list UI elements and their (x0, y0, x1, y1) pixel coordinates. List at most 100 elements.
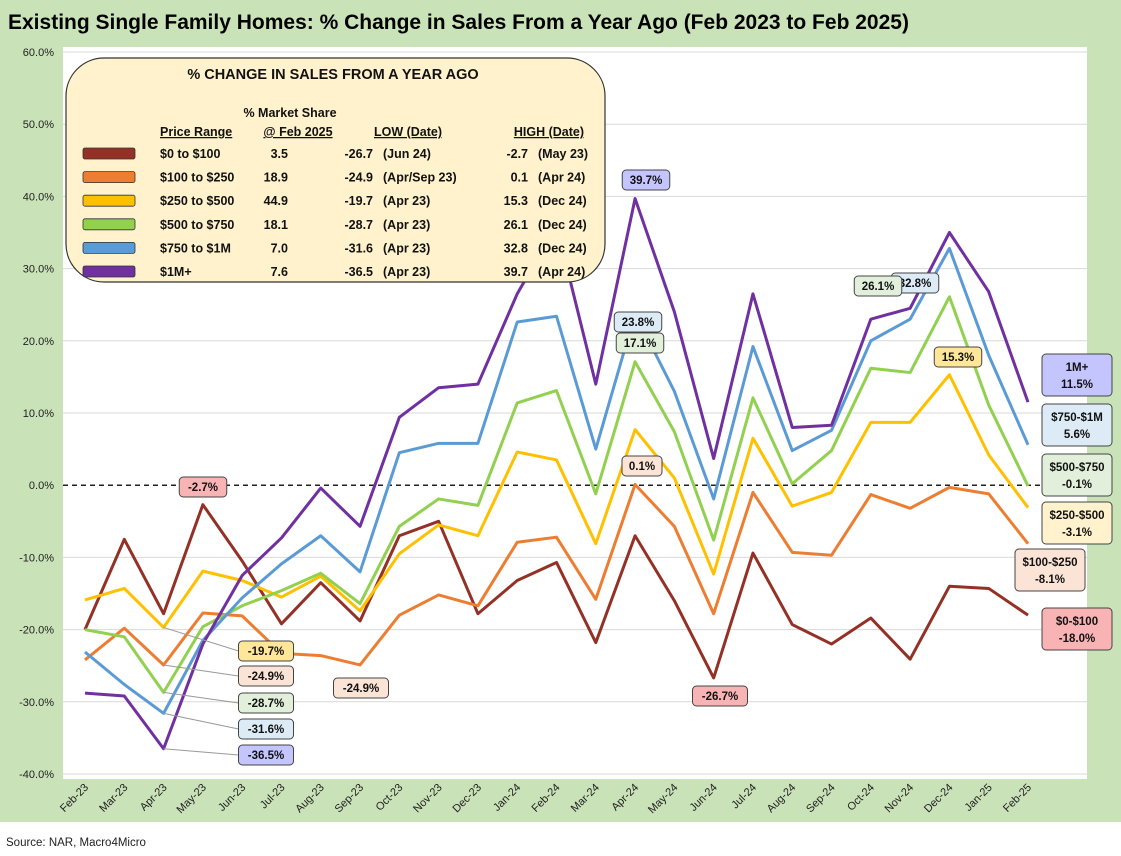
data-label: $500-$750 -0.1% (1041, 453, 1113, 497)
legend-range: $250 to $500 (160, 194, 234, 208)
legend-share: 7.0 (271, 241, 288, 255)
legend-share: 18.1 (264, 218, 288, 232)
series-line-1 (84, 482, 1030, 667)
legend-high: 26.1 (504, 218, 528, 232)
data-label: 1M+ 11.5% (1041, 353, 1113, 397)
data-label-value: 32.8% (899, 278, 932, 290)
chart-title: Existing Single Family Homes: % Change i… (8, 11, 909, 34)
y-tick-label: 10.0% (23, 408, 54, 420)
data-label-name: $0-$100 (1056, 616, 1098, 628)
data-label-box (333, 677, 389, 699)
data-label-value: -36.5% (248, 750, 284, 762)
data-label-value: -26.7% (702, 691, 738, 703)
data-label-box (615, 332, 665, 354)
data-label: 17.1% (615, 332, 665, 354)
y-tick-label: 30.0% (23, 264, 54, 276)
legend-low-date: (Apr/Sep 23) (383, 171, 457, 185)
data-label: -31.6% (163, 712, 294, 740)
data-label-box (933, 346, 983, 368)
data-label-box (613, 311, 663, 333)
data-label-value: 11.5% (1061, 379, 1093, 391)
legend-high: 32.8 (504, 241, 528, 255)
data-label-value: 0.1% (629, 461, 655, 473)
data-label-value: 17.1% (624, 338, 657, 350)
legend-header-share-top: % Market Share (243, 106, 336, 120)
data-label-box (178, 476, 228, 498)
data-label-value: 23.8% (622, 317, 655, 329)
data-label-value: -24.9% (248, 671, 284, 683)
legend-low: -36.5 (345, 265, 374, 279)
leader-line (163, 691, 239, 704)
legend-high: 0.1 (511, 171, 528, 185)
series-line-0 (83, 503, 1029, 680)
data-label-box (1041, 607, 1113, 651)
data-label-value: -0.1% (1062, 479, 1092, 491)
data-label-name: $500-$750 (1050, 462, 1105, 474)
data-label-value: 5.6% (1064, 429, 1090, 441)
data-label: 32.8% (890, 272, 940, 294)
data-label-value: -31.6% (248, 724, 284, 736)
legend-high-date: (Dec 24) (538, 194, 587, 208)
data-label-box (1041, 403, 1113, 447)
data-label-box (238, 718, 294, 740)
legend-header-share: @ Feb 2025 (263, 125, 332, 139)
data-label-box (238, 665, 294, 687)
data-label-value: 26.1% (862, 281, 895, 293)
y-tick-label: 20.0% (23, 336, 54, 348)
legend-share: 3.5 (271, 147, 288, 161)
legend-range: $750 to $1M (160, 241, 231, 255)
legend-low-date: (Apr 23) (383, 241, 430, 255)
legend-low: -31.6 (345, 241, 374, 255)
leader-line (163, 664, 239, 677)
leader-line (163, 712, 239, 730)
data-label-box (621, 169, 671, 191)
data-label-box (853, 275, 903, 297)
legend-box (65, 57, 606, 283)
legend-low: -26.7 (345, 147, 374, 161)
legend-header-range: Price Range (160, 125, 232, 139)
data-label-box (692, 685, 748, 707)
data-label-box (238, 692, 294, 714)
data-label-box (1041, 353, 1113, 397)
legend-high: -2.7 (506, 147, 528, 161)
legend-swatch (82, 194, 136, 207)
legend-high-date: (Apr 24) (538, 171, 585, 185)
data-label: 0.1% (621, 455, 663, 477)
leader-line (163, 748, 239, 756)
data-label: -28.7% (163, 691, 294, 714)
legend-low-date: (Apr 23) (383, 194, 430, 208)
legend-low: -24.9 (345, 171, 374, 185)
legend-range: $500 to $750 (160, 218, 234, 232)
data-label-box (1041, 501, 1113, 545)
legend-high-date: (Apr 24) (538, 265, 585, 279)
legend-range: $1M+ (160, 265, 192, 279)
data-label: -19.7% (163, 626, 294, 662)
data-label: -24.9% (163, 664, 294, 687)
data-label-value: -19.7% (248, 646, 284, 658)
legend-high-date: (Dec 24) (538, 218, 587, 232)
legend-header-high: HIGH (Date) (514, 125, 584, 139)
y-tick-label: 40.0% (23, 191, 54, 203)
y-tick-label: -40.0% (19, 769, 54, 781)
data-label-value: -28.7% (248, 698, 284, 710)
legend-high-date: (May 23) (538, 147, 588, 161)
y-tick-label: 50.0% (23, 119, 54, 131)
legend-low-date: (Apr 23) (383, 265, 430, 279)
legend-swatch (82, 147, 136, 160)
data-label-value: -8.1% (1035, 574, 1065, 586)
data-label-name: $100-$250 (1023, 557, 1078, 569)
data-label-box (621, 455, 663, 477)
legend-share: 44.9 (264, 194, 288, 208)
legend-title: % CHANGE IN SALES FROM A YEAR AGO (187, 67, 478, 83)
leader-line (163, 626, 239, 652)
data-label: -36.5% (163, 744, 294, 766)
data-label: 23.8% (613, 311, 663, 333)
legend-share: 18.9 (264, 171, 288, 185)
series-line-3 (84, 295, 1030, 694)
data-label: $250-$500 -3.1% (1041, 501, 1113, 545)
data-label-value: -3.1% (1062, 527, 1092, 539)
data-label-box (238, 640, 294, 662)
legend-header-low: LOW (Date) (374, 125, 442, 139)
